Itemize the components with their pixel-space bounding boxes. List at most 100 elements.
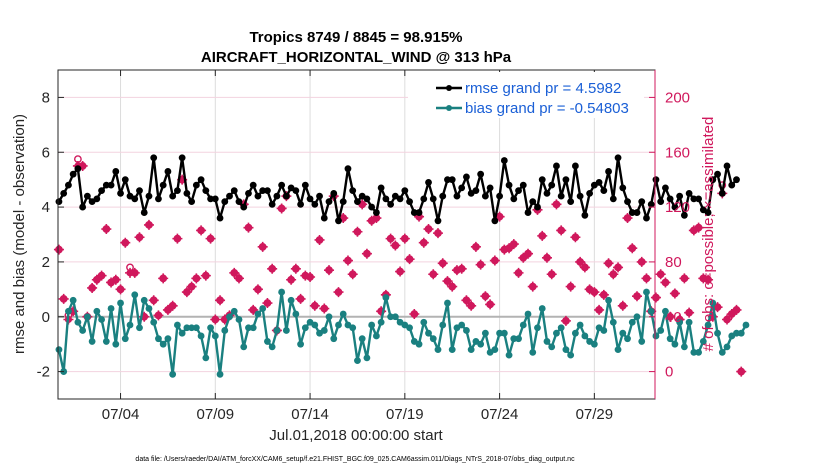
bias-point (230, 307, 238, 315)
assimilated-obs-marker (598, 289, 609, 300)
assimilated-obs-marker (196, 225, 207, 236)
assimilated-marker-cross (210, 314, 221, 325)
assimilated-marker-cross (129, 267, 140, 278)
assimilated-marker-cross (703, 274, 714, 285)
bias-point (287, 296, 295, 304)
assimilated-obs-marker (556, 225, 567, 236)
assimilated-obs-marker (267, 263, 278, 274)
bias-point (235, 316, 243, 323)
bias-point (273, 327, 281, 334)
rmse-point (652, 176, 660, 184)
rmse-point (65, 181, 72, 189)
rmse-point (93, 195, 101, 203)
rmse-point (339, 198, 347, 206)
rmse-point (282, 192, 290, 200)
assimilated-marker-cross (153, 310, 164, 321)
assimilated-marker-cross (205, 233, 216, 244)
assimilated-marker-cross (148, 295, 159, 306)
rmse-point (723, 162, 731, 170)
rmse-point (420, 195, 428, 203)
assimilated-obs-marker (186, 281, 197, 292)
rmse-point (192, 181, 200, 189)
assimilated-obs-marker (200, 270, 211, 281)
rmse-point (245, 189, 252, 197)
assimilated-obs-marker (404, 254, 415, 265)
assimilated-marker-cross (456, 263, 467, 274)
bias-point (368, 321, 376, 329)
assimilated-marker-cross (461, 295, 472, 306)
rmse-point (448, 176, 456, 184)
bias-point (448, 346, 456, 354)
assimilated-marker-cross (196, 225, 207, 236)
assimilated-marker-cross (120, 237, 131, 248)
assimilated-marker-cross (423, 224, 434, 235)
rmse-point (444, 176, 451, 184)
assimilated-obs-marker (115, 284, 126, 295)
rmse-point (628, 209, 636, 216)
rmse-point (633, 209, 641, 216)
assimilated-obs-marker (305, 271, 316, 282)
bias-point (680, 343, 688, 351)
assimilated-marker-cross (252, 284, 263, 295)
assimilated-marker-cross (731, 304, 742, 315)
assimilated-obs-marker (693, 222, 704, 233)
assimilated-obs-marker (347, 269, 358, 280)
rmse-point (453, 192, 461, 200)
assimilated-marker-cross (347, 269, 358, 280)
rmse-point (83, 192, 91, 200)
assimilated-obs-marker (395, 266, 406, 277)
assimilated-marker-cross (650, 292, 661, 303)
assimilated-marker-cross (608, 269, 619, 280)
bias-point (335, 321, 342, 329)
assimilated-marker-cross (736, 366, 747, 377)
bias-point (330, 335, 338, 343)
assimilated-obs-marker (703, 274, 714, 285)
assimilated-marker-cross (527, 281, 538, 292)
assimilated-obs-marker (319, 303, 330, 314)
bias-point (311, 321, 319, 329)
bias-point (278, 288, 286, 296)
rmse-point (643, 214, 650, 222)
rmse-point (524, 209, 532, 216)
assimilated-obs-marker (475, 259, 486, 270)
assimilated-marker-cross (575, 256, 586, 267)
assimilated-obs-marker (215, 295, 226, 306)
assimilated-marker-cross (376, 306, 387, 317)
assimilated-obs-marker (309, 300, 320, 311)
rmse-point (538, 176, 546, 184)
assimilated-marker-cross (603, 258, 614, 269)
rmse-point (401, 187, 409, 195)
assimilated-obs-marker (456, 263, 467, 274)
assimilated-obs-marker (423, 224, 434, 235)
rmse-point (164, 168, 172, 175)
assimilated-obs-marker (579, 262, 590, 273)
x-tick-label: 07/14 (291, 406, 329, 423)
rmse-point (202, 187, 210, 195)
rmse-point (382, 195, 390, 203)
bias-point (415, 340, 423, 348)
assimilated-obs-marker (262, 298, 273, 309)
assimilated-obs-marker (736, 366, 747, 377)
bias-point (704, 321, 712, 329)
data-file-footnote: data file: /Users/raeder/DAI/ATM_forcXX/… (135, 456, 575, 463)
rmse-point (311, 200, 319, 208)
rmse-point (240, 203, 248, 211)
assimilated-obs-marker (461, 295, 472, 306)
bias-point (131, 291, 139, 299)
assimilated-marker-cross (428, 269, 439, 280)
assimilated-obs-marker (660, 277, 671, 288)
rmse-point (429, 195, 437, 203)
rmse-point (718, 189, 726, 197)
rmse-point (609, 195, 617, 203)
assimilated-marker-cross (480, 291, 491, 302)
rmse-point (410, 209, 418, 216)
assimilated-obs-marker (361, 248, 372, 259)
rmse-point (226, 192, 233, 200)
bias-point (676, 318, 684, 326)
assimilated-obs-marker (120, 237, 131, 248)
y-tick-label-right: 120 (665, 199, 690, 216)
bias-point (429, 335, 437, 343)
assimilated-obs-marker (679, 273, 690, 284)
assimilated-marker-cross (447, 281, 458, 292)
rmse-point (74, 165, 82, 173)
